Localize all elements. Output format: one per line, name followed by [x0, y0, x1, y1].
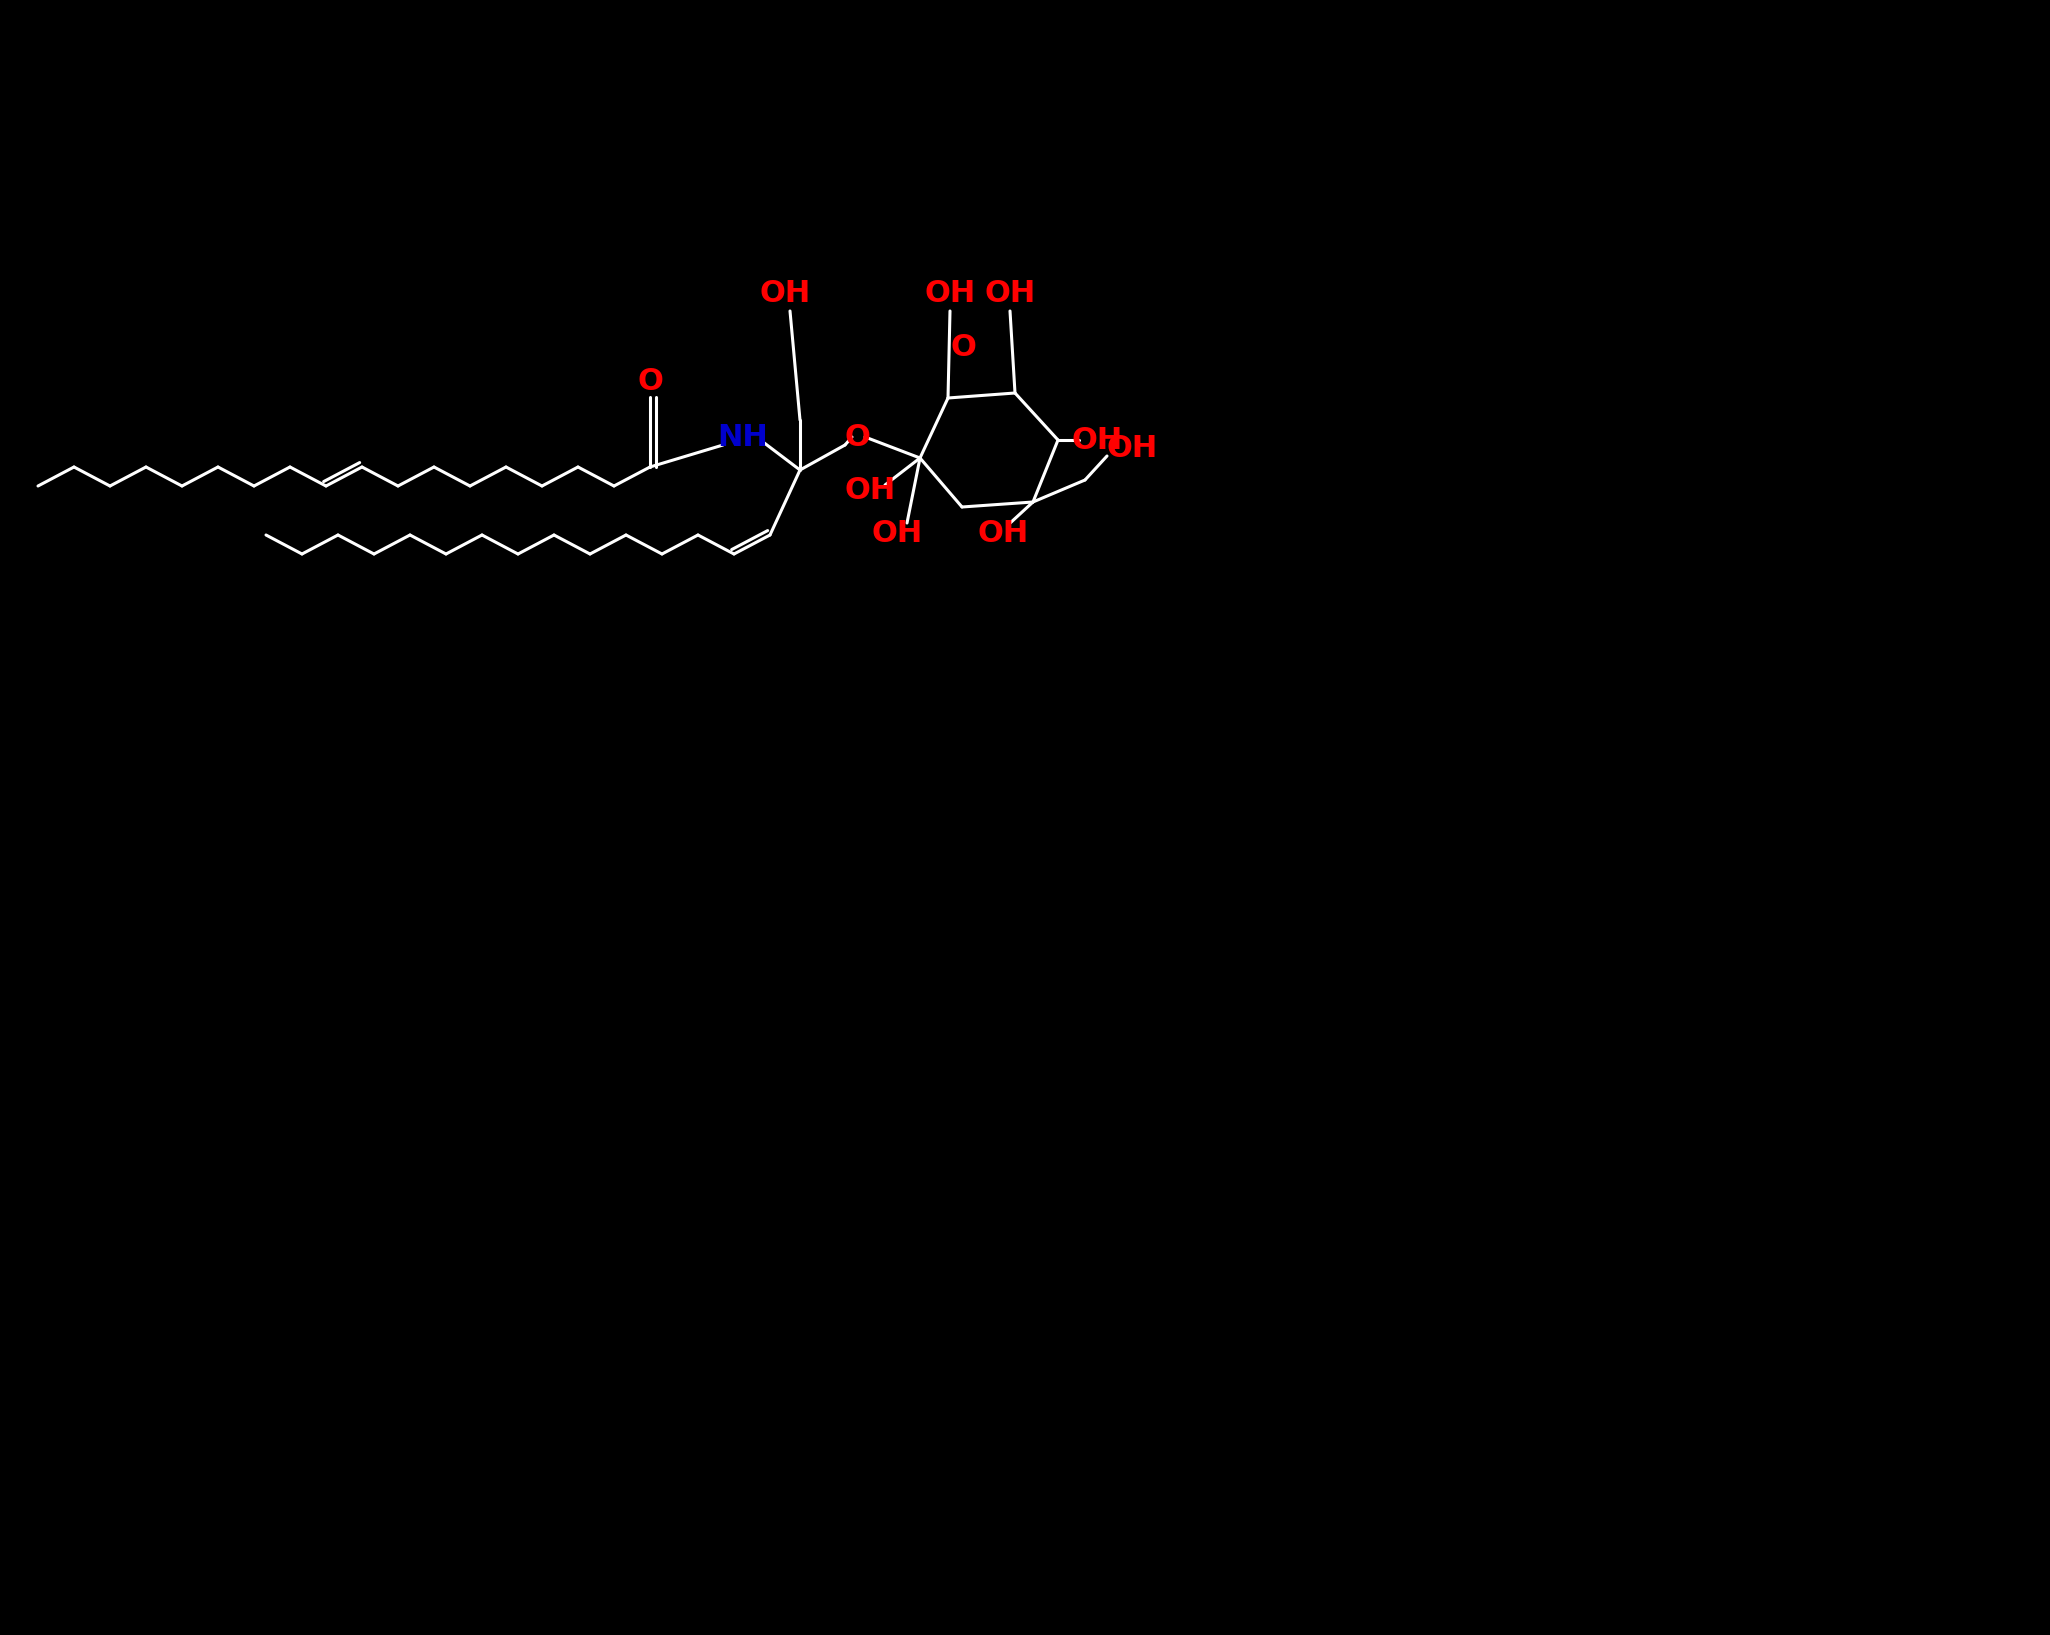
- Text: O: O: [845, 422, 869, 451]
- Text: NH: NH: [718, 422, 769, 451]
- Text: OH: OH: [978, 518, 1029, 548]
- Text: OH: OH: [1072, 425, 1123, 455]
- Text: O: O: [949, 332, 976, 361]
- Text: OH: OH: [845, 476, 896, 505]
- Text: OH: OH: [1107, 433, 1158, 463]
- Text: O: O: [638, 366, 662, 396]
- Text: OH: OH: [871, 518, 922, 548]
- Text: OH: OH: [925, 278, 976, 307]
- Text: OH: OH: [758, 278, 810, 307]
- Text: OH: OH: [984, 278, 1035, 307]
